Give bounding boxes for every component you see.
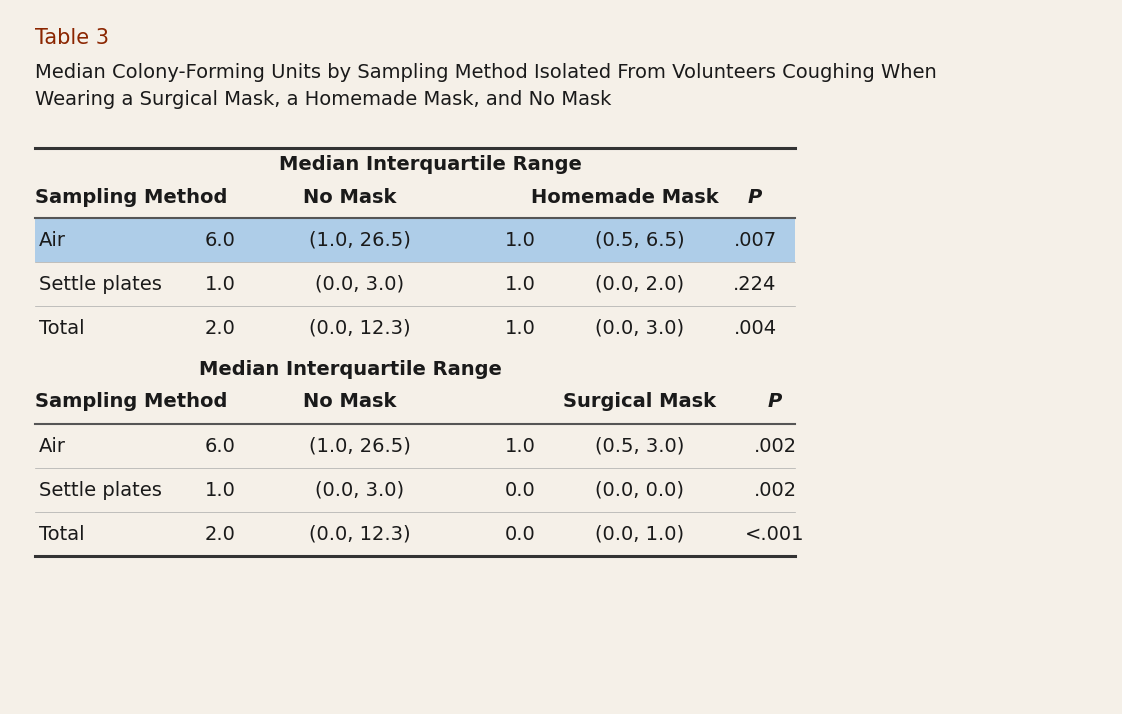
- Text: (0.0, 12.3): (0.0, 12.3): [310, 525, 411, 543]
- Text: Median Interquartile Range: Median Interquartile Range: [199, 360, 502, 379]
- Text: Wearing a Surgical Mask, a Homemade Mask, and No Mask: Wearing a Surgical Mask, a Homemade Mask…: [35, 90, 611, 109]
- Text: Median Colony-Forming Units by Sampling Method Isolated From Volunteers Coughing: Median Colony-Forming Units by Sampling …: [35, 63, 937, 82]
- Text: (1.0, 26.5): (1.0, 26.5): [309, 231, 411, 249]
- Text: Median Interquartile Range: Median Interquartile Range: [278, 155, 581, 174]
- Text: 0.0: 0.0: [505, 481, 535, 500]
- Text: .002: .002: [754, 481, 797, 500]
- Text: .007: .007: [734, 231, 776, 249]
- Text: 1.0: 1.0: [204, 274, 236, 293]
- Text: 1.0: 1.0: [505, 274, 535, 293]
- Text: (0.0, 1.0): (0.0, 1.0): [596, 525, 684, 543]
- Text: (0.0, 2.0): (0.0, 2.0): [596, 274, 684, 293]
- Text: <.001: <.001: [745, 525, 804, 543]
- Text: (0.0, 12.3): (0.0, 12.3): [310, 318, 411, 338]
- Text: Settle plates: Settle plates: [39, 481, 162, 500]
- Text: 2.0: 2.0: [204, 318, 236, 338]
- Text: 2.0: 2.0: [204, 525, 236, 543]
- Bar: [35, 218, 795, 262]
- Text: (1.0, 26.5): (1.0, 26.5): [309, 436, 411, 456]
- Text: (0.5, 3.0): (0.5, 3.0): [596, 436, 684, 456]
- Text: 1.0: 1.0: [505, 436, 535, 456]
- Text: (0.0, 0.0): (0.0, 0.0): [596, 481, 684, 500]
- Text: Homemade Mask: Homemade Mask: [531, 188, 719, 207]
- Text: Sampling Method: Sampling Method: [35, 188, 228, 207]
- Text: .002: .002: [754, 436, 797, 456]
- Text: Sampling Method: Sampling Method: [35, 392, 228, 411]
- Text: Table 3: Table 3: [35, 28, 109, 48]
- Text: Settle plates: Settle plates: [39, 274, 162, 293]
- Text: No Mask: No Mask: [303, 392, 397, 411]
- Text: P: P: [767, 392, 782, 411]
- Text: (0.5, 6.5): (0.5, 6.5): [595, 231, 684, 249]
- Text: 1.0: 1.0: [505, 318, 535, 338]
- Text: (0.0, 3.0): (0.0, 3.0): [596, 318, 684, 338]
- Text: 6.0: 6.0: [204, 231, 236, 249]
- Text: 0.0: 0.0: [505, 525, 535, 543]
- Text: Air: Air: [39, 436, 66, 456]
- Text: 6.0: 6.0: [204, 436, 236, 456]
- Text: Total: Total: [39, 318, 84, 338]
- Text: (0.0, 3.0): (0.0, 3.0): [315, 481, 405, 500]
- Text: .224: .224: [734, 274, 776, 293]
- Text: Surgical Mask: Surgical Mask: [563, 392, 717, 411]
- Text: (0.0, 3.0): (0.0, 3.0): [315, 274, 405, 293]
- Text: .004: .004: [734, 318, 776, 338]
- Text: No Mask: No Mask: [303, 188, 397, 207]
- Text: P: P: [748, 188, 762, 207]
- Text: 1.0: 1.0: [505, 231, 535, 249]
- Text: Air: Air: [39, 231, 66, 249]
- Text: 1.0: 1.0: [204, 481, 236, 500]
- Text: Total: Total: [39, 525, 84, 543]
